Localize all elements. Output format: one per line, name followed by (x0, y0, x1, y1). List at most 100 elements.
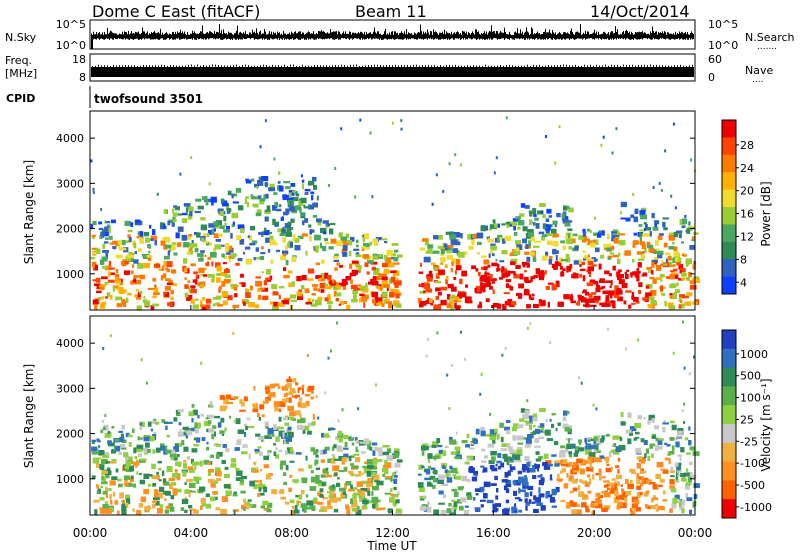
range-cell (480, 430, 486, 437)
nsky-bar (610, 32, 611, 39)
range-cell (576, 458, 583, 464)
range-cell (175, 461, 182, 466)
nsky-bar (112, 32, 113, 40)
freq-bar (284, 64, 285, 67)
range-cell (481, 460, 487, 463)
range-cell (554, 462, 560, 467)
nsky-bar (584, 33, 585, 39)
range-cell (120, 447, 127, 450)
nsky-bar (685, 31, 686, 40)
range-cell (170, 495, 175, 500)
range-cell (326, 491, 332, 494)
range-cell (613, 292, 620, 299)
nsky-bar (285, 33, 286, 39)
range-cell (378, 286, 382, 291)
nsky-bar (433, 29, 434, 40)
range-cell (309, 486, 317, 491)
range-cell (423, 495, 426, 498)
range-cell (102, 347, 105, 350)
range-cell (642, 297, 648, 301)
freq-bar (347, 65, 348, 68)
range-cell (590, 503, 596, 508)
range-cell (532, 465, 536, 469)
nsky-bar (192, 30, 193, 40)
nsky-bar (581, 34, 582, 39)
freq-bar (530, 65, 531, 68)
nsky-bar (126, 32, 127, 39)
range-cell (333, 259, 340, 262)
range-cell (101, 419, 104, 423)
range-cell (484, 272, 490, 275)
range-cell (378, 452, 384, 457)
range-cell (94, 248, 101, 255)
range-cell (299, 414, 302, 418)
range-cell (275, 242, 278, 246)
nsky-bar (93, 31, 94, 40)
range-cell (545, 286, 550, 290)
range-cell (370, 466, 378, 470)
range-cell (266, 502, 273, 508)
range-cell (679, 506, 685, 510)
freq-bar (293, 64, 294, 67)
nsky-bar (547, 32, 548, 40)
range-cell (427, 444, 432, 448)
range-cell (588, 452, 596, 458)
range-cell (647, 419, 651, 425)
nsky-bar (402, 32, 403, 40)
nsky-bar (549, 29, 550, 39)
range-cell (90, 256, 96, 260)
range-cell (195, 422, 201, 429)
range-cell (482, 469, 485, 473)
range-cell (136, 305, 142, 311)
freq-bar (323, 65, 324, 68)
nsky-bar (525, 31, 526, 40)
range-cell (252, 203, 259, 208)
range-cell (300, 197, 307, 204)
range-cell (210, 196, 217, 203)
nsky-bar (331, 32, 332, 39)
nsky-bar (289, 32, 290, 40)
nsky-bar (427, 29, 428, 40)
range-cell (260, 246, 264, 250)
range-cell (287, 221, 292, 226)
range-cell (317, 491, 323, 494)
nsky-bar (326, 33, 327, 39)
range-cell (479, 301, 482, 306)
nsky-bar (437, 33, 438, 39)
range-cell (116, 303, 123, 308)
range-cell (290, 388, 296, 392)
range-cell (347, 506, 351, 510)
range-cell (223, 279, 231, 284)
range-cell (190, 299, 195, 304)
nsky-bar (105, 34, 106, 40)
range-cell (219, 430, 225, 434)
freq-bar (680, 64, 681, 67)
nsky-bar (555, 32, 556, 40)
range-cell (235, 187, 242, 193)
freq-bar (386, 64, 387, 67)
range-cell (459, 330, 462, 334)
range-cell (315, 275, 322, 279)
range-cell (636, 485, 642, 490)
range-cell (307, 422, 315, 427)
range-cell (314, 234, 321, 241)
range-cell (552, 233, 559, 238)
range-cell (641, 479, 645, 482)
range-cell (152, 229, 156, 235)
range-cell (570, 238, 576, 244)
range-cell (299, 209, 302, 213)
nsky-bar (469, 33, 470, 39)
nsky-bar (514, 32, 515, 40)
range-cell (332, 279, 335, 284)
nsky-bar (657, 34, 658, 40)
range-cell (621, 488, 625, 493)
range-cell (596, 503, 603, 509)
range-cell (524, 455, 530, 462)
range-cell (587, 456, 593, 463)
range-cell (305, 401, 310, 407)
range-cell (582, 250, 586, 253)
range-cell (243, 506, 246, 511)
range-cell (341, 278, 347, 285)
nsky-bar (648, 33, 649, 39)
range-cell (586, 436, 592, 440)
